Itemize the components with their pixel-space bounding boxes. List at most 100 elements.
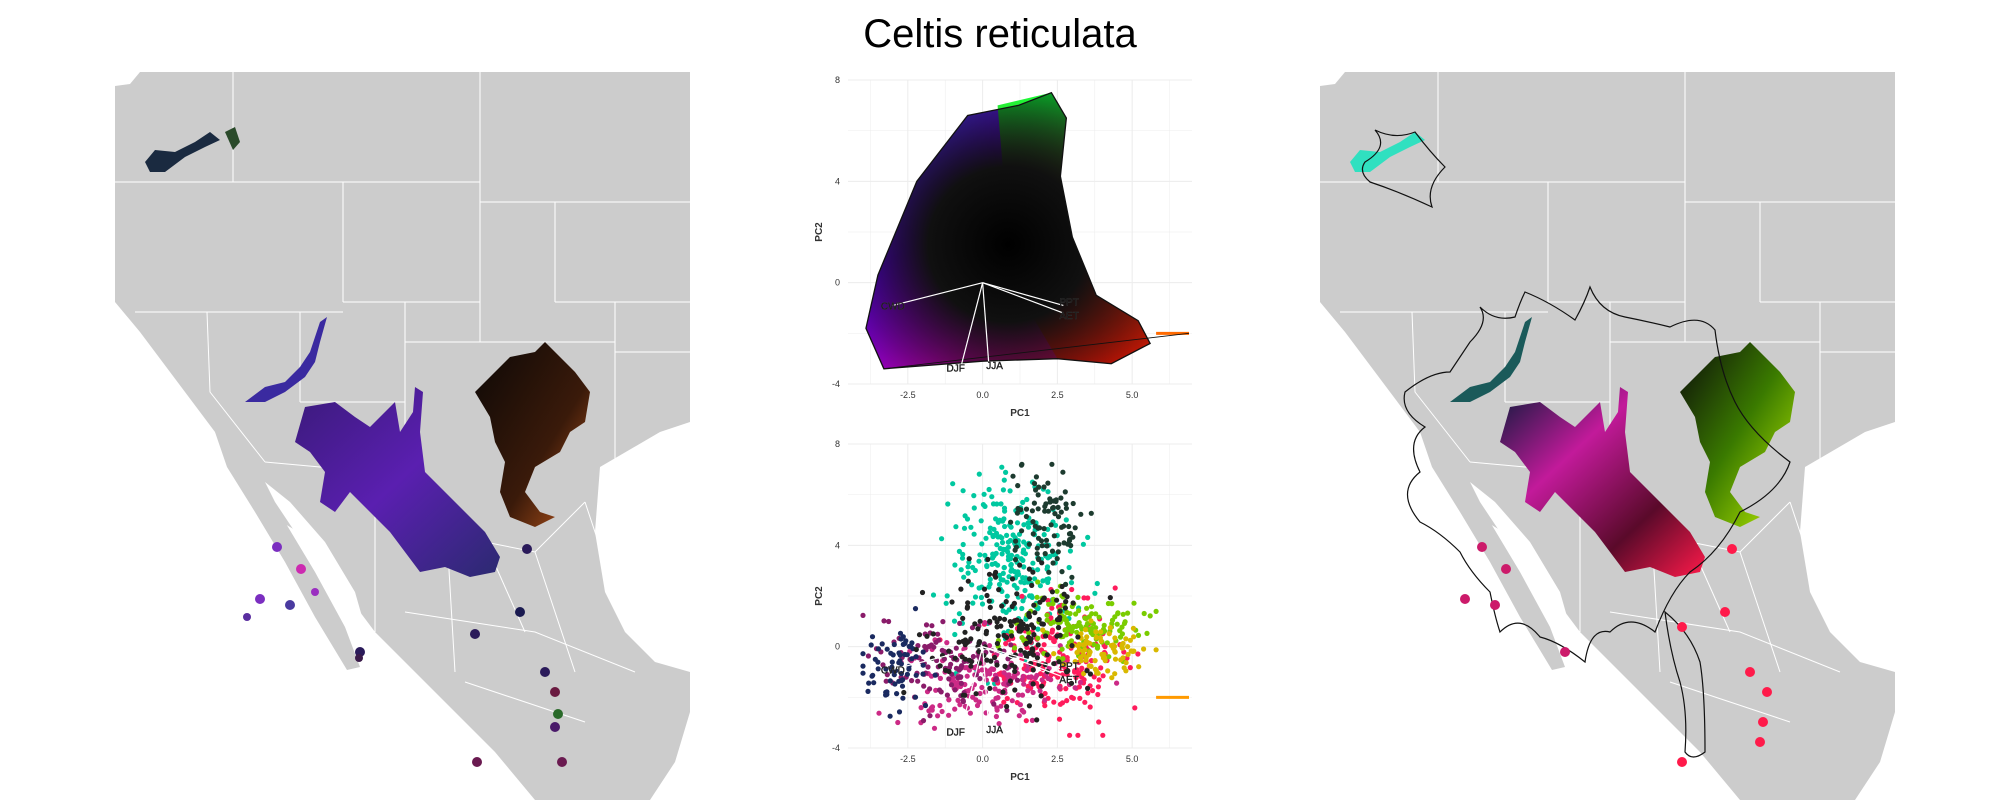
scatter-point (968, 524, 974, 530)
scatter-point (1044, 543, 1050, 549)
scatter-point (1085, 685, 1091, 691)
scatter-point (1014, 585, 1020, 591)
scatter-point (933, 687, 939, 693)
pca-bottom-svg: -2.5 0.0 2.5 5.0 -4 0 4 8 PC1 PC2 CWD PPT AET DJF JJA (814, 439, 1192, 783)
scatter-point (884, 646, 890, 652)
scatter-point (1070, 695, 1076, 701)
scatter-point (1058, 495, 1064, 501)
scatter-point (1070, 534, 1076, 540)
scatter-point (987, 604, 993, 610)
scatter-point (1059, 646, 1065, 652)
scatter-point (1085, 690, 1091, 696)
scatter-point (1023, 513, 1029, 520)
scatter-point (965, 570, 971, 576)
scatter-point (1056, 716, 1063, 722)
scatter-point (930, 592, 937, 598)
x-axis-label: PC1 (1010, 772, 1030, 783)
scatter-point (1054, 633, 1060, 639)
scatter-point (881, 618, 887, 624)
scatter-point (990, 501, 997, 507)
scatter-point (912, 606, 919, 612)
scatter-point (1043, 633, 1049, 639)
scatter-point (1004, 707, 1010, 713)
scatter-point (1084, 668, 1090, 674)
scatter-point (1095, 691, 1101, 698)
scatter-point (944, 593, 950, 599)
scatter-point (1021, 547, 1027, 553)
scatter-point (991, 701, 997, 707)
scatter-point (1127, 665, 1133, 671)
scatter-point (1049, 627, 1056, 633)
scatter-point (1037, 688, 1043, 694)
scatter-point (1074, 629, 1080, 635)
scatter-point (1015, 569, 1021, 575)
scatter-point (1112, 656, 1119, 662)
scatter-point (1021, 580, 1027, 586)
scatter-point (1010, 473, 1016, 479)
scatter-point (1033, 474, 1039, 480)
scatter-point (984, 592, 990, 599)
scatter-point (913, 672, 919, 678)
scatter-point (1057, 608, 1063, 614)
scatter-point (1030, 531, 1036, 537)
range-polygons (145, 127, 590, 577)
scatter-point (1007, 678, 1013, 684)
scatter-point (1081, 671, 1087, 677)
scatter-point (940, 619, 946, 625)
scatter-point (960, 541, 966, 548)
scatter-point (1004, 703, 1010, 710)
scatter-point (991, 526, 997, 532)
scatter-point (1001, 477, 1007, 483)
scatter-point (1048, 620, 1054, 627)
scatter-point (1037, 583, 1043, 589)
scatter-point (1001, 699, 1007, 705)
scatter-point (961, 574, 967, 580)
scatter-point (1001, 564, 1007, 571)
scatter-point (1088, 658, 1095, 664)
scatter-point (1122, 619, 1128, 625)
scatter-point (976, 585, 982, 591)
scatter-point (1021, 522, 1027, 528)
scatter-point (1035, 579, 1041, 585)
scatter-point (1005, 553, 1012, 560)
scatter-point (976, 649, 982, 655)
scatter-point (950, 481, 956, 487)
scatter-point (962, 656, 968, 662)
scatter-point (1029, 647, 1036, 654)
scatter-point (1153, 647, 1159, 653)
scatter-point (966, 688, 972, 694)
scatter-point (986, 598, 992, 604)
scatter-point (1020, 673, 1026, 679)
scatter-point (958, 586, 964, 592)
pca-top-svg: -2.5 0.0 2.5 5.0 -4 0 4 8 PC1 PC2 CWD PPT AET DJF JJA (814, 75, 1192, 419)
scatter-point (1125, 610, 1131, 616)
scatter-point (1084, 634, 1090, 640)
scatter-point (1059, 569, 1065, 575)
scatter-point (994, 640, 1000, 647)
scatter-point (984, 669, 990, 675)
scatter-point (1076, 670, 1083, 676)
scatter-point (1084, 605, 1090, 611)
scatter-point (1119, 624, 1125, 630)
scatter-point (952, 631, 958, 638)
scatter-point (1030, 519, 1036, 525)
scatter-point (991, 666, 997, 672)
scatter-point (1049, 589, 1055, 595)
scatter-point (1141, 610, 1147, 617)
scatter-point (1028, 593, 1035, 599)
scatter-point (1047, 496, 1053, 502)
scatter-point (960, 488, 966, 494)
scatter-point (1012, 668, 1018, 674)
scatter-point (1009, 662, 1015, 668)
pca-vectors: CWD PPT AET DJF JJA (881, 646, 1079, 739)
scatter-point (1136, 664, 1142, 670)
scatter-point (1102, 655, 1108, 661)
scatter-point (956, 611, 962, 617)
scatter-point (1002, 523, 1008, 530)
scatter-point (1003, 599, 1009, 605)
scatter-point (1019, 605, 1025, 612)
scatter-point (986, 486, 992, 493)
scatter-point (972, 567, 978, 574)
scatter-point (1035, 626, 1041, 632)
scatter-point (1063, 599, 1069, 605)
